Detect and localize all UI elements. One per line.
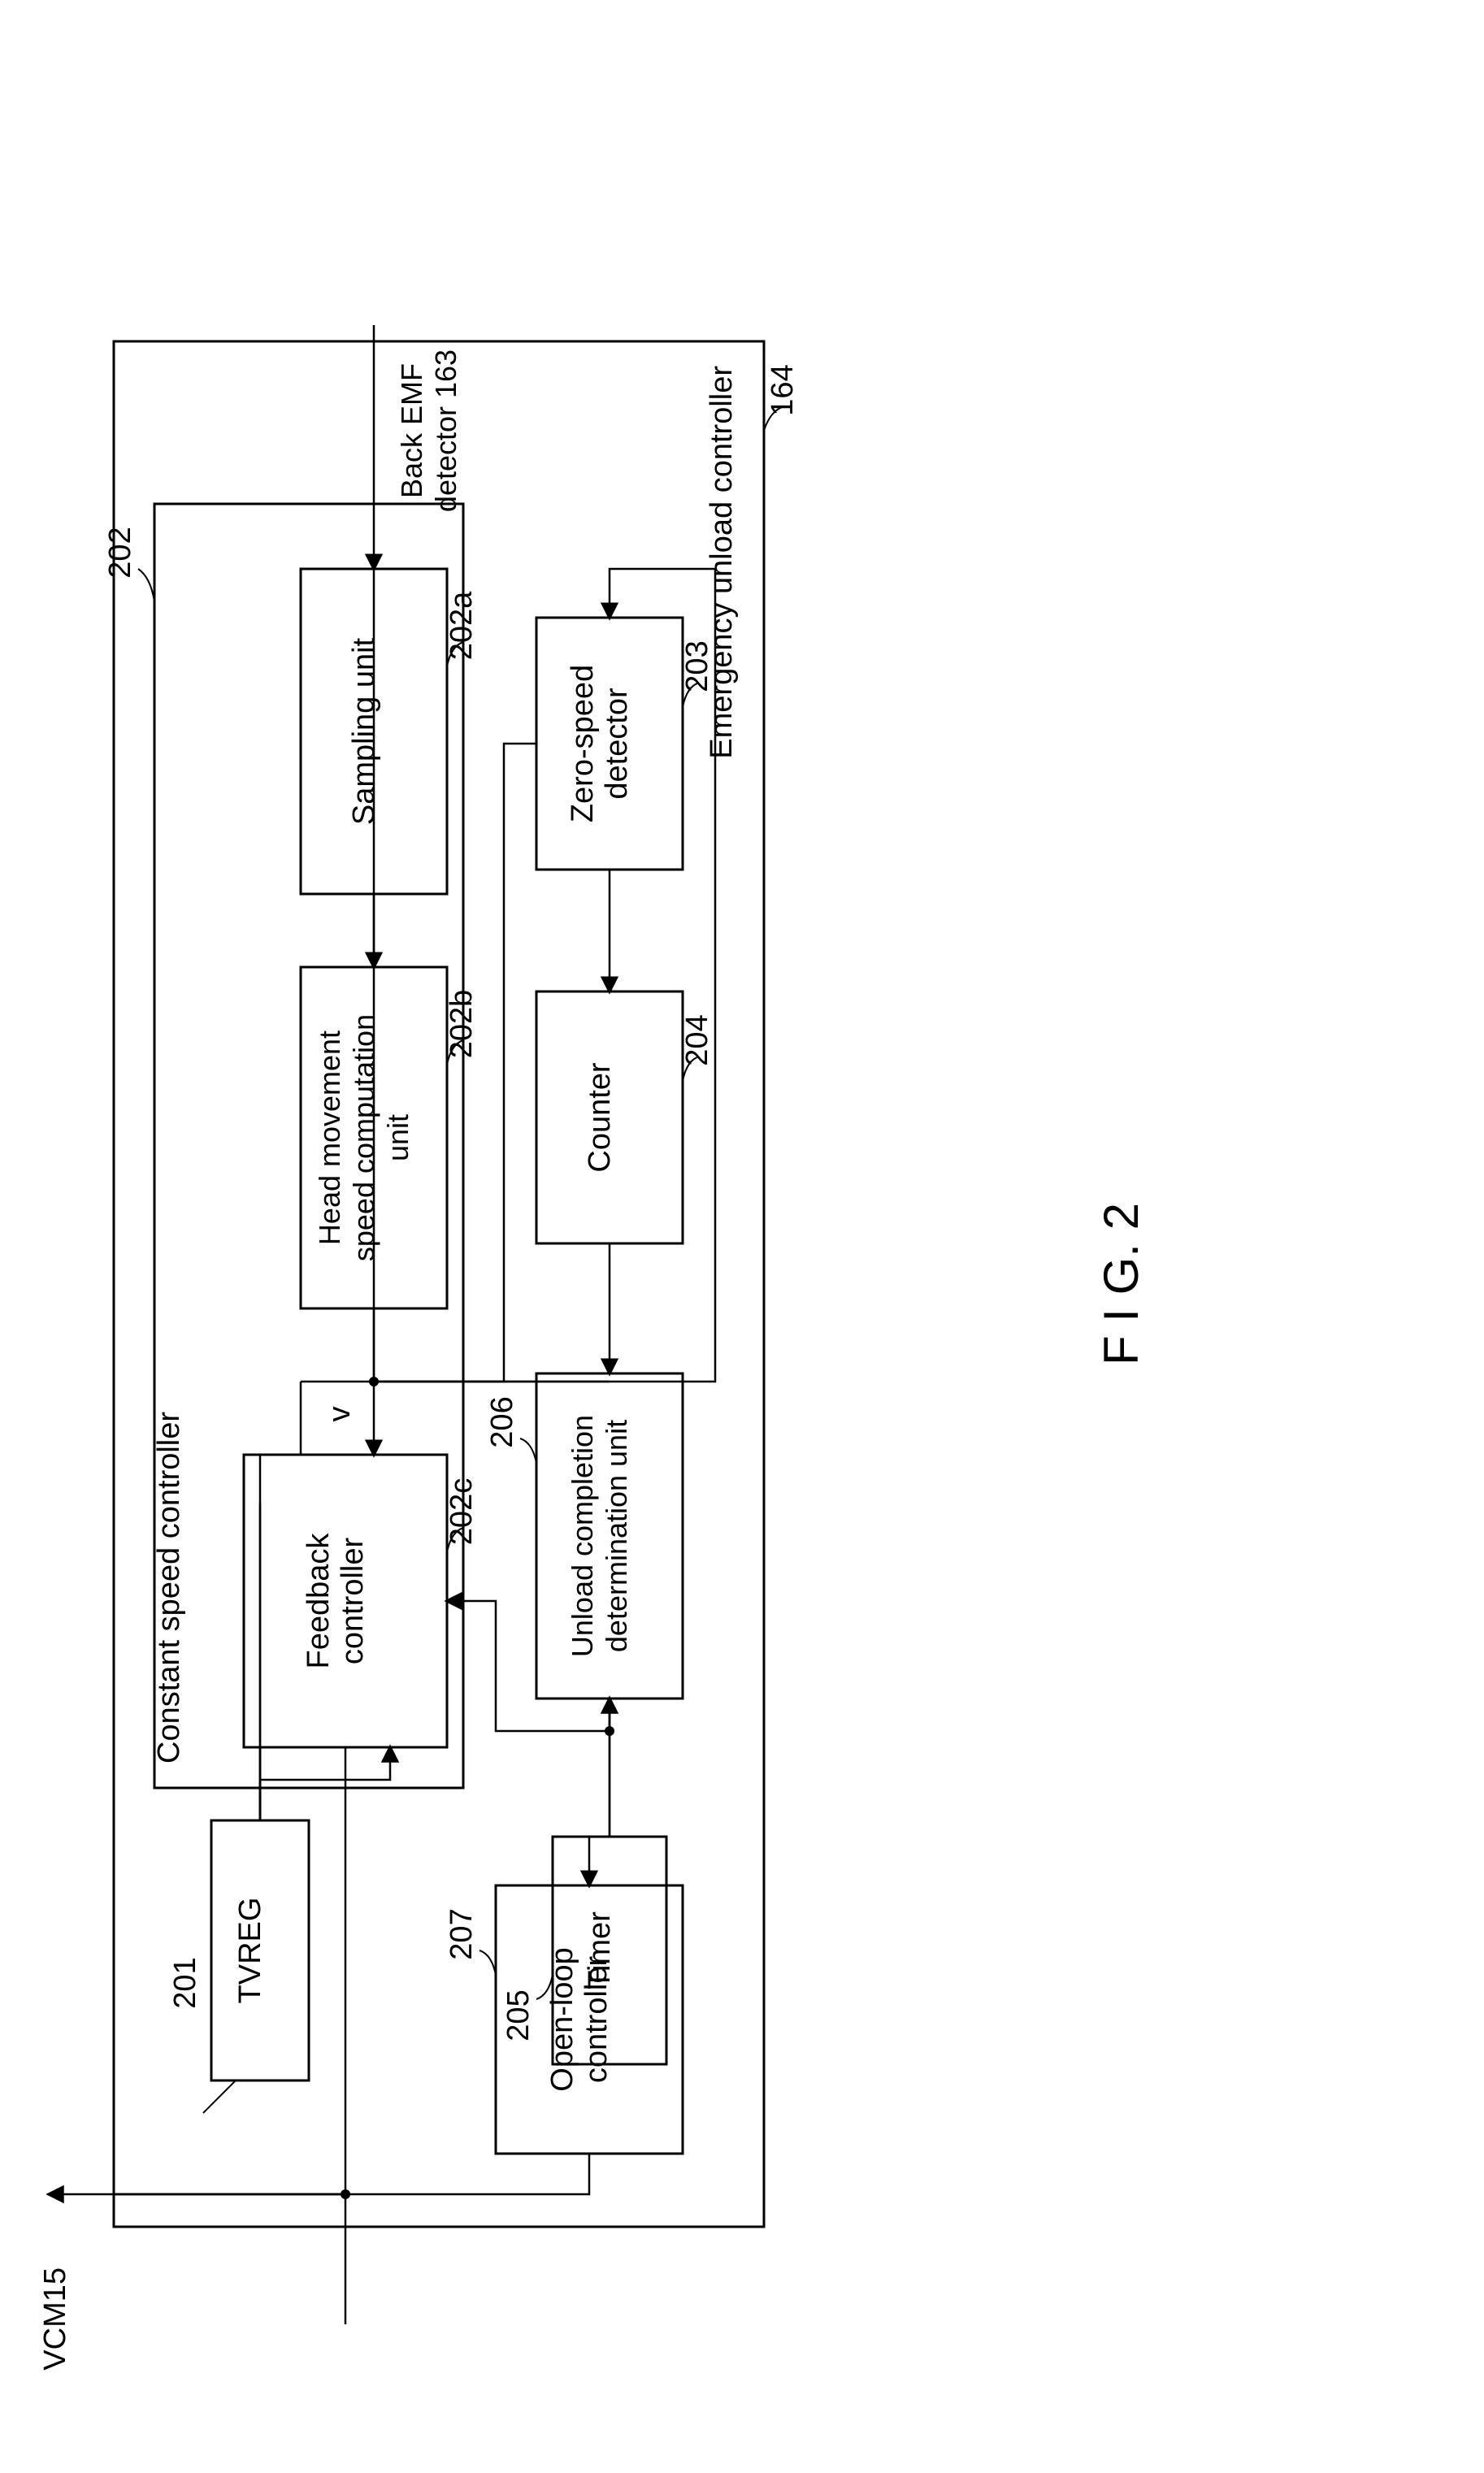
svg-text:TVREG: TVREG	[233, 1898, 267, 2004]
svg-text:F I G. 2: F I G. 2	[1094, 1203, 1148, 1365]
svg-text:202: 202	[103, 527, 137, 578]
svg-text:202b: 202b	[445, 990, 479, 1059]
svg-text:Open-loop: Open-loop	[545, 1947, 579, 2091]
svg-text:Feedback: Feedback	[302, 1533, 336, 1669]
svg-text:Counter: Counter	[583, 1062, 617, 1173]
diagram-canvas: TVREG Sampling unit Head movementspeed com…	[0, 0, 1484, 2473]
svg-text:unit: unit	[381, 1114, 414, 1161]
svg-text:Sampling unit: Sampling unit	[347, 637, 381, 825]
svg-text:Back EMF: Back EMF	[395, 363, 428, 498]
svg-text:speed computation: speed computation	[347, 1014, 380, 1261]
svg-text:VCM15: VCM15	[38, 2267, 72, 2371]
svg-text:controller: controller	[336, 1538, 370, 1665]
svg-text:164: 164	[766, 364, 800, 415]
svg-text:201: 201	[168, 1957, 202, 2008]
svg-text:Constant speed controller: Constant speed controller	[152, 1412, 186, 1764]
svg-text:202a: 202a	[445, 591, 479, 660]
svg-text:Head movement: Head movement	[313, 1030, 346, 1245]
svg-text:detector 163: detector 163	[429, 349, 462, 512]
svg-text:206: 206	[485, 1396, 519, 1447]
svg-text:determination unit: determination unit	[600, 1420, 633, 1652]
svg-text:controller: controller	[579, 1956, 614, 2084]
svg-text:207: 207	[445, 1908, 479, 1959]
svg-text:v: v	[323, 1407, 357, 1422]
svg-text:203: 203	[680, 640, 714, 692]
svg-text:Unload completion: Unload completion	[566, 1415, 599, 1657]
svg-text:204: 204	[680, 1014, 714, 1065]
svg-text:Emergency unload controller: Emergency unload controller	[705, 366, 739, 759]
svg-text:202c: 202c	[445, 1478, 479, 1545]
svg-text:Zero-speed: Zero-speed	[566, 665, 600, 822]
svg-text:detector: detector	[600, 688, 634, 800]
svg-text:205: 205	[501, 1989, 536, 2041]
